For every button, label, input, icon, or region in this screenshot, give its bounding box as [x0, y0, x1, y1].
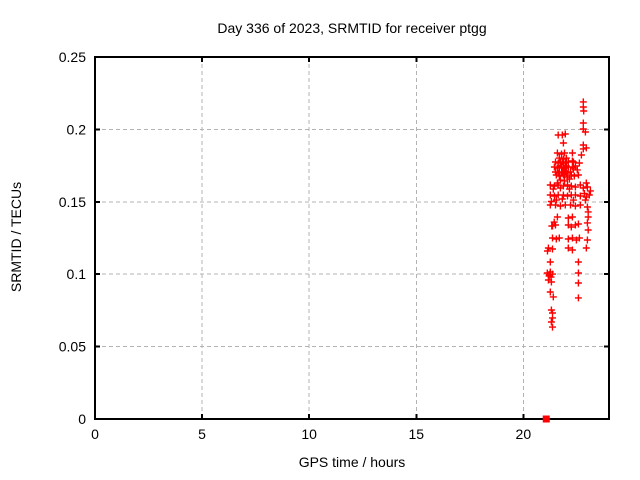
x-tick-label: 10: [301, 426, 317, 442]
plot-border: [94, 56, 610, 420]
x-tick-label: 0: [91, 426, 99, 442]
scatter-points: [543, 98, 594, 331]
x-tick-label: 15: [408, 426, 424, 442]
y-tick-label: 0.1: [67, 266, 87, 282]
y-tick-label: 0.25: [59, 49, 86, 65]
x-tick-label: 5: [198, 426, 206, 442]
chart-title: Day 336 of 2023, SRMTID for receiver ptg…: [217, 20, 487, 36]
x-tick-label: 20: [516, 426, 532, 442]
scatter-point-square: [542, 415, 550, 423]
y-tick-label: 0.2: [67, 121, 87, 137]
y-tick-label: 0.05: [59, 339, 86, 355]
x-axis-label: GPS time / hours: [298, 454, 406, 470]
y-tick-label: 0.15: [59, 194, 86, 210]
y-tick-label: 0: [78, 411, 86, 427]
